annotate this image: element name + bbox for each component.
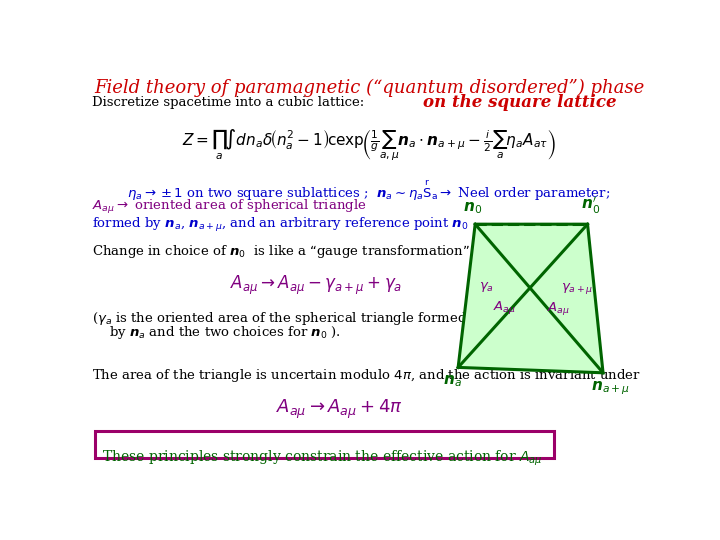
Text: $\boldsymbol{n}_a$: $\boldsymbol{n}_a$: [443, 374, 462, 389]
Text: $\boldsymbol{n}_{a+\mu}$: $\boldsymbol{n}_{a+\mu}$: [591, 379, 630, 396]
Text: $\eta_a \rightarrow \pm 1$ on two square sublattices ;  $\boldsymbol{n}_a \sim \: $\eta_a \rightarrow \pm 1$ on two square…: [127, 179, 611, 203]
Text: These principles strongly constrain the effective action for $A_{a\mu}$: These principles strongly constrain the …: [102, 448, 543, 468]
Polygon shape: [458, 224, 603, 373]
Text: $A_{a\mu} \rightarrow A_{a\mu} + 4\pi$: $A_{a\mu} \rightarrow A_{a\mu} + 4\pi$: [276, 397, 402, 421]
Text: $A_{a\mu} \rightarrow A_{a\mu} - \gamma_{a+\mu} + \gamma_a$: $A_{a\mu} \rightarrow A_{a\mu} - \gamma_…: [230, 274, 402, 298]
Text: $\gamma_a$: $\gamma_a$: [479, 280, 494, 294]
Text: Discretize spacetime into a cubic lattice:: Discretize spacetime into a cubic lattic…: [92, 96, 364, 109]
Text: $Z = \prod_a \int d n_a \delta\!\left(n_a^2 - 1\right)\!\mathrm{cexp}\!\left(\fr: $Z = \prod_a \int d n_a \delta\!\left(n_…: [182, 128, 556, 163]
Text: Change in choice of $\boldsymbol{n}_0$  is like a “gauge transformation”: Change in choice of $\boldsymbol{n}_0$ i…: [92, 244, 470, 260]
FancyBboxPatch shape: [96, 430, 554, 458]
Text: The area of the triangle is uncertain modulo $4\pi$, and the action is invariant: The area of the triangle is uncertain mo…: [92, 367, 642, 384]
Text: $A_{a\mu} \rightarrow$ oriented area of spherical triangle: $A_{a\mu} \rightarrow$ oriented area of …: [92, 198, 366, 216]
Text: $A_{a\mu}$: $A_{a\mu}$: [546, 300, 570, 318]
Text: ($\gamma_a$ is the oriented area of the spherical triangle formed: ($\gamma_a$ is the oriented area of the …: [92, 309, 467, 327]
Text: $A_{a\mu}$: $A_{a\mu}$: [493, 299, 516, 315]
Text: $\boldsymbol{n}_0'$: $\boldsymbol{n}_0'$: [581, 195, 600, 217]
Text: Field theory of paramagnetic (“quantum disordered”) phase: Field theory of paramagnetic (“quantum d…: [94, 79, 644, 97]
Text: by $\boldsymbol{n}_a$ and the two choices for $\boldsymbol{n}_0$ ).: by $\boldsymbol{n}_a$ and the two choice…: [109, 323, 341, 341]
Text: on the square lattice: on the square lattice: [423, 94, 617, 111]
Text: $\boldsymbol{n}_0$: $\boldsymbol{n}_0$: [462, 201, 482, 217]
Text: $\gamma_{a+\mu}$: $\gamma_{a+\mu}$: [561, 281, 593, 296]
Text: formed by $\boldsymbol{n}_a$, $\boldsymbol{n}_{a+\mu}$, and an arbitrary referen: formed by $\boldsymbol{n}_a$, $\boldsymb…: [92, 215, 469, 234]
